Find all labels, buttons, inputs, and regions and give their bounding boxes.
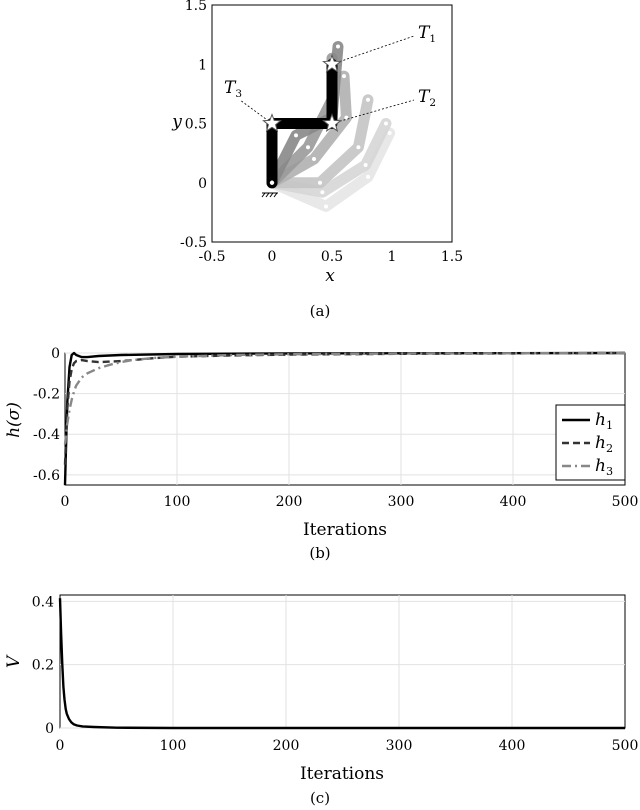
y-tick-label: 1.5 — [185, 0, 207, 14]
x-axis-label: x — [325, 266, 335, 286]
x-tick-label: 1.5 — [441, 249, 463, 265]
y-tick-label: -0.2 — [33, 387, 60, 403]
series-line-2 — [63, 351, 626, 465]
x-tick-label: 500 — [612, 494, 639, 510]
x-axis-label: Iterations — [300, 764, 384, 784]
caption-b: (b) — [309, 544, 330, 562]
x-tick-label: 400 — [500, 494, 527, 510]
arm-joint — [318, 180, 322, 185]
x-tick-labels: 0 100 200 300 400 500 — [61, 494, 639, 510]
y-tick-label: 1 — [198, 57, 207, 73]
y-tick-labels: 0 -0.2 -0.4 -0.6 — [33, 346, 60, 484]
panel-a-axes — [211, 4, 453, 243]
y-tick-label: 0 — [198, 176, 207, 192]
y-tick-label: -0.5 — [180, 235, 207, 251]
target-star-3 — [262, 113, 282, 132]
y-tick-labels: 0.4 0.2 0 — [32, 594, 54, 737]
y-axis-label: h(σ) — [4, 402, 24, 438]
grid-lines — [60, 595, 625, 729]
x-axis-label: Iterations — [303, 520, 387, 540]
arm-joint — [306, 145, 310, 150]
target-star-2 — [322, 113, 342, 132]
x-tick-label: -0.5 — [199, 249, 226, 265]
target-leader-1 — [331, 35, 415, 65]
arm-joint — [342, 74, 346, 79]
x-tick-label: 500 — [612, 738, 639, 754]
y-tick-label: 0.5 — [185, 117, 207, 133]
x-tick-label: 300 — [388, 494, 415, 510]
caption-a: (a) — [310, 302, 331, 320]
target-star-1 — [322, 53, 342, 73]
grid-lines — [65, 352, 625, 485]
target-leader-3 — [239, 99, 273, 124]
target-label-2: T2 — [418, 87, 436, 109]
arm-joint — [356, 145, 361, 150]
x-tick-label: 1 — [388, 249, 397, 265]
x-tick-labels: -0.5 0 0.5 1 1.5 — [199, 249, 464, 265]
x-tick-label: 0.5 — [321, 249, 343, 265]
y-tick-label: 0.4 — [32, 594, 54, 610]
panel-b-axes — [64, 352, 626, 486]
target-label-1: T1 — [418, 23, 436, 45]
y-tick-label: 0.2 — [32, 658, 54, 674]
y-tick-label: 0 — [51, 346, 60, 362]
arm-snapshot-3 — [266, 94, 374, 189]
arm-snapshot-4 — [266, 70, 352, 189]
arm-joint — [312, 157, 316, 162]
arm-joint — [320, 190, 325, 195]
x-tick-label: 100 — [160, 738, 187, 754]
arm-final-links — [266, 58, 338, 189]
arm-joint — [324, 204, 328, 209]
arm-snapshot-1 — [266, 127, 396, 212]
x-tick-label: 0 — [56, 738, 65, 754]
arm-joint — [366, 97, 370, 102]
series-line-1 — [58, 598, 625, 730]
x-tick-label: 400 — [499, 738, 526, 754]
panel-a: T1 T2 T3 -0.5 0 0.5 1 1.5 1.5 1 0.5 0 -0.5 x y (a) — [171, 0, 463, 320]
arm-joint — [387, 130, 392, 135]
y-tick-label: -0.4 — [33, 427, 60, 443]
arm-joint — [384, 121, 388, 126]
x-tick-label: 0 — [61, 494, 70, 510]
panel-c-axes — [59, 594, 626, 729]
x-tick-label: 100 — [164, 494, 191, 510]
y-tick-label: -0.6 — [33, 468, 60, 484]
arm-joint — [363, 162, 368, 167]
series-line-3 — [63, 351, 626, 445]
target-leaders — [239, 35, 415, 124]
y-axis-label: y — [171, 112, 182, 132]
x-tick-label: 300 — [386, 738, 413, 754]
target-stars — [262, 53, 342, 132]
arm-final-joint — [269, 180, 275, 185]
arm-joint — [344, 115, 349, 120]
arm-joint — [294, 133, 298, 138]
base-hatch — [261, 192, 278, 198]
x-tick-label: 0 — [268, 249, 277, 265]
series-lines — [58, 598, 625, 730]
y-tick-labels: 1.5 1 0.5 0 -0.5 — [180, 0, 207, 251]
y-axis-label: V — [4, 654, 24, 668]
target-label-3: T3 — [224, 78, 242, 100]
caption-c: (c) — [310, 789, 330, 807]
arm-joint — [366, 174, 370, 179]
panel-c: 0 100 200 300 400 500 0.4 0.2 0 Iterations V (c… — [4, 594, 638, 807]
x-tick-label: 200 — [276, 494, 303, 510]
series-line-1 — [63, 351, 626, 486]
arm-joint — [336, 44, 340, 49]
y-tick-label: 0 — [45, 721, 54, 737]
x-tick-labels: 0 100 200 300 400 500 — [56, 738, 639, 754]
x-tick-label: 200 — [273, 738, 300, 754]
series-lines — [63, 351, 626, 486]
